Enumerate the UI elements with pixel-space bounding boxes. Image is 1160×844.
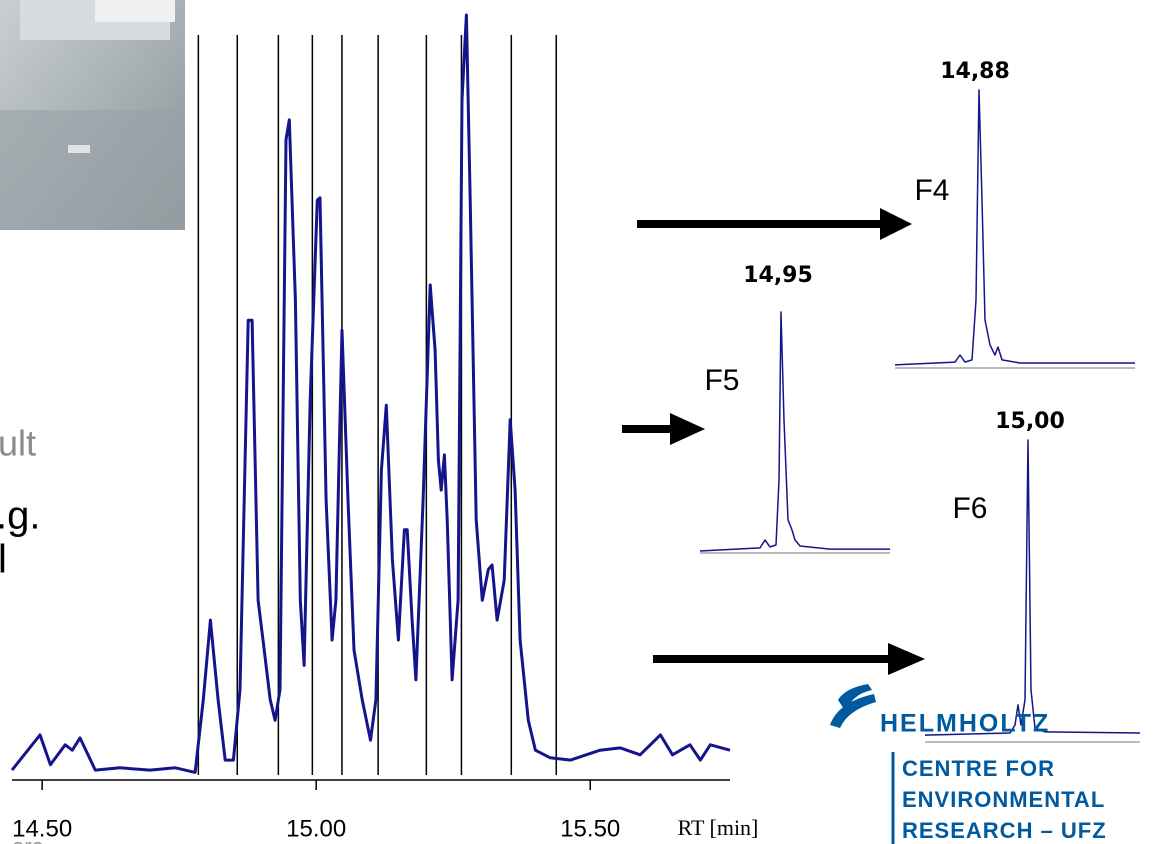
- x-tick-label: 15.50: [560, 815, 620, 842]
- peak-label: 14,88: [940, 59, 1010, 84]
- trace-line: [699, 311, 890, 552]
- trace-line: [10, 13, 731, 774]
- trace-line: [924, 439, 1141, 736]
- text-fragment: l: [0, 538, 7, 582]
- x-tick-label: 14.50: [12, 815, 72, 842]
- arrows: [622, 208, 925, 675]
- fraction-label: F6: [952, 492, 987, 525]
- peak-label: 15,00: [995, 409, 1065, 434]
- x-axis-label: RT [min]: [678, 815, 759, 840]
- logo-text: ENVIRONMENTAL: [902, 787, 1105, 812]
- photo: [0, 0, 185, 230]
- fraction-label: F4: [914, 174, 949, 207]
- logo: HELMHOLTZ CENTRE FOR ENVIRONMENTAL RESEA…: [830, 684, 1107, 844]
- text-fragment: ore: [12, 834, 44, 844]
- logo-text: HELMHOLTZ: [880, 710, 1050, 738]
- logo-text: RESEARCH – UFZ: [902, 818, 1107, 843]
- fraction-label: F5: [704, 364, 739, 397]
- charts: 14.50 15.00 15.50 RT [min] 14,88 F4 14,95 F5 15,…: [10, 13, 1141, 842]
- x-tick-label: 15.00: [286, 815, 346, 842]
- trace-line: [894, 89, 1135, 366]
- text-fragment: ult: [0, 423, 36, 464]
- logo-text: CENTRE FOR: [902, 756, 1055, 781]
- text-fragment: .g.: [0, 494, 40, 538]
- peak-label: 14,95: [743, 263, 813, 288]
